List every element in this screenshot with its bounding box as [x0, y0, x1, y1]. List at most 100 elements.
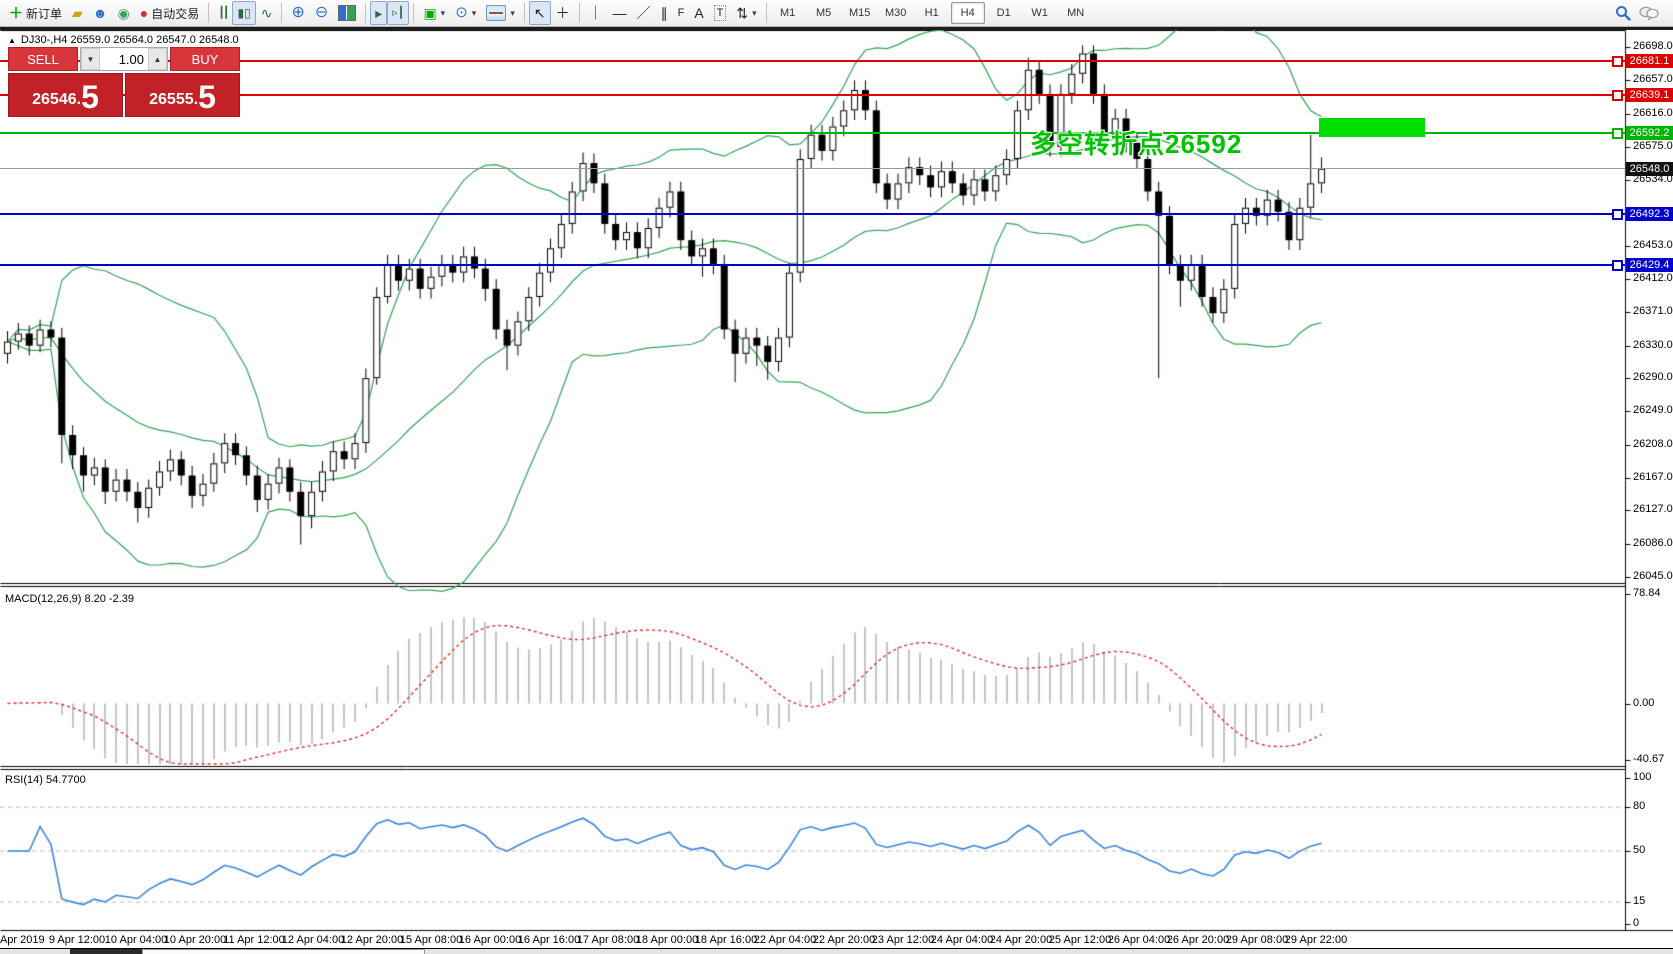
timeframe-h1-button[interactable]: H1 [924, 7, 939, 19]
news-button[interactable]: ◉ [113, 1, 135, 25]
separator [523, 3, 525, 23]
price-level-line[interactable] [0, 93, 1625, 96]
sell-price-main: 26546. [32, 91, 82, 108]
text-label-button[interactable]: T [709, 1, 732, 25]
collapse-icon[interactable]: ▲ [8, 35, 16, 45]
dropdown-arrow-icon: ▾ [510, 7, 515, 18]
trend-line-icon: ／ [636, 5, 651, 21]
timeframe-d1-button[interactable]: D1 [996, 7, 1011, 19]
auto-scroll-icon: ▸ [375, 5, 383, 21]
dropdown-arrow-icon: ▾ [471, 7, 477, 18]
time-axis-label: 18 Apr 00:00 [635, 934, 699, 946]
time-axis-label: 10 Apr 04:00 [104, 934, 168, 946]
timeframe-m15-button[interactable]: M15 [848, 7, 871, 19]
volume-up-button[interactable]: ▲ [148, 48, 167, 70]
auto-trading-button[interactable]: ● 自动交易 [135, 1, 204, 25]
time-axis-label: 24 Apr 20:00 [989, 934, 1053, 946]
chart-title-text: DJ30-,H4 26559.0 26564.0 26547.0 26548.0 [20, 34, 239, 46]
volume-input[interactable]: 1.00 [100, 48, 148, 70]
periods-button[interactable]: ⊙ ▾ [450, 1, 481, 25]
chat-icon[interactable] [1639, 5, 1659, 21]
annotation-rectangle[interactable] [1319, 118, 1425, 137]
dropdown-arrow-icon: ▾ [440, 7, 446, 18]
text-button[interactable]: A [689, 1, 708, 25]
trend-line-button[interactable]: ／ [632, 1, 656, 25]
price-level-line[interactable] [0, 59, 1625, 62]
price-level-tag: 26681.1 [1626, 53, 1673, 68]
sell-price-tile[interactable]: 26546. 5 [8, 73, 123, 117]
rsi-axis-tick: 100 [1633, 771, 1652, 783]
horizontal-scrollbar[interactable] [0, 948, 1673, 954]
line-chart-icon: ∿ [260, 5, 273, 21]
chart-shift-button[interactable]: ▹┃ [387, 1, 410, 25]
zoom-out-button[interactable]: ⊖ [310, 1, 333, 25]
rsi-axis-tick: 15 [1633, 895, 1646, 908]
separator [765, 3, 767, 23]
price-level-line[interactable] [0, 264, 1625, 266]
buy-price-big: 5 [198, 79, 216, 115]
channel-button[interactable]: ∥ [656, 1, 673, 25]
line-endpoint-marker[interactable] [1612, 127, 1623, 139]
price-axis-tick: 26127.0 [1633, 503, 1673, 516]
rsi-axis-tick: 50 [1633, 844, 1646, 856]
fibonacci-button[interactable]: F [673, 1, 690, 25]
separator [578, 3, 580, 23]
price-level-line[interactable] [0, 212, 1625, 215]
tile-windows-button[interactable] [333, 1, 361, 25]
price-axis-tick: 26249.0 [1633, 404, 1673, 417]
time-axis-label: 9 Apr 12:00 [48, 934, 106, 946]
line-chart-button[interactable]: ∿ [256, 1, 278, 25]
new-chart-button[interactable]: ▣ ▾ [418, 1, 450, 25]
timeframe-m30-button[interactable]: M30 [884, 7, 907, 19]
price-level-tag: 26639.1 [1626, 87, 1673, 102]
buy-price-tile[interactable]: 26555. 5 [125, 73, 240, 117]
price-level-line[interactable] [0, 168, 1625, 170]
macd-axis-tick: 0.00 [1633, 696, 1655, 709]
time-axis-label: 12 Apr 04:00 [281, 934, 345, 946]
timeframe-h4-button[interactable]: H4 [950, 2, 985, 24]
line-endpoint-marker[interactable] [1612, 208, 1623, 220]
search-icon[interactable] [1615, 5, 1631, 21]
scrollbar-thumb[interactable] [142, 949, 425, 954]
line-endpoint-marker[interactable] [1612, 89, 1623, 101]
new-order-button[interactable]: ＋ 新订单 [4, 1, 67, 25]
vertical-line-button[interactable]: ｜ [584, 1, 608, 25]
price-axis-tick: 26208.0 [1633, 437, 1673, 450]
indicators-button[interactable]: ▾ [481, 1, 520, 25]
volume-spinner: ▼ 1.00 ▲ [80, 47, 168, 71]
text-icon: A [694, 5, 704, 21]
buy-price-main: 26555. [149, 91, 199, 108]
timeframe-w1-button[interactable]: W1 [1031, 7, 1048, 19]
price-level-line[interactable] [0, 131, 1625, 134]
buy-button[interactable]: BUY [170, 47, 240, 71]
price-axis-tick: 26086.0 [1633, 536, 1673, 549]
cursor-button[interactable]: ↖ [528, 1, 551, 25]
zoom-in-button[interactable]: ⊕ [286, 1, 309, 25]
arrows-button[interactable]: ⇅ ▾ [731, 1, 761, 25]
candlestick-chart-button[interactable]: ▮▯ [232, 1, 256, 25]
timeframe-m5-button[interactable]: M5 [816, 7, 832, 19]
timeframe-mn-button[interactable]: MN [1067, 7, 1085, 19]
price-axis-tick: 26575.0 [1633, 139, 1673, 152]
crosshair-button[interactable]: ＋ [551, 1, 575, 25]
toolbar: ＋ 新订单 ▰ ☻ ◉ ● 自动交易 ┃┃ ▮▯ ∿ ⊕ ⊖ [0, 0, 1673, 27]
price-chart-canvas[interactable] [0, 30, 1673, 954]
channel-icon: ∥ [660, 5, 668, 21]
line-endpoint-marker[interactable] [1612, 55, 1623, 67]
time-axis-label: 23 Apr 12:00 [871, 934, 935, 946]
arrows-icon: ⇅ [736, 5, 749, 21]
sell-button[interactable]: SELL [8, 47, 78, 71]
price-axis-tick: 26045.0 [1633, 570, 1673, 582]
auto-scroll-button[interactable]: ▸ [370, 1, 388, 25]
sell-price-big: 5 [81, 79, 99, 115]
price-axis-tick: 26412.0 [1633, 272, 1673, 285]
tile-windows-icon [338, 5, 357, 21]
time-axis-label: 25 Apr 12:00 [1048, 934, 1112, 946]
volume-down-button[interactable]: ▼ [81, 48, 100, 70]
timeframe-m1-button[interactable]: M1 [780, 7, 796, 19]
line-endpoint-marker[interactable] [1612, 260, 1623, 271]
bar-chart-button[interactable]: ┃┃ [213, 1, 232, 25]
horizontal-line-button[interactable]: — [608, 1, 632, 25]
charts-button[interactable]: ▰ [67, 1, 88, 25]
profile-button[interactable]: ☻ [88, 1, 113, 25]
